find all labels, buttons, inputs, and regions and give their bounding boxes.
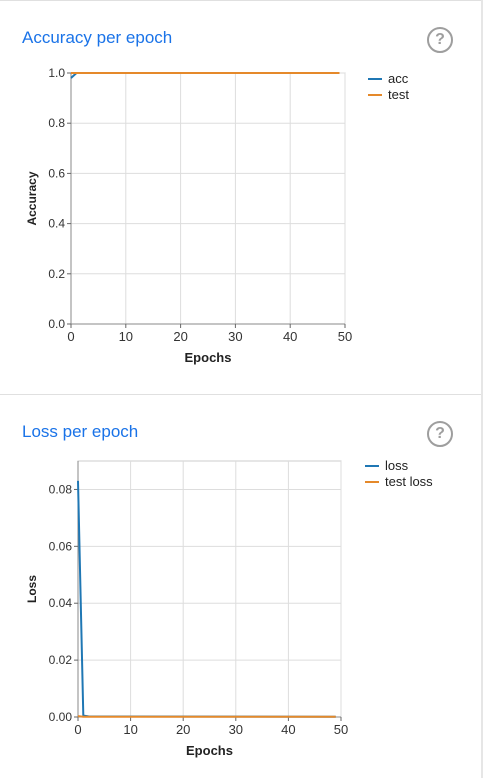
x-tick-label: 40 [281,722,295,737]
question-circle-icon[interactable]: ? [427,421,453,447]
x-tick-label: 20 [176,722,190,737]
legend-label: test [388,87,409,102]
loss-chart: 0 10 20 30 40 50 0.00 0.02 0.04 0.06 0.08 Epochs Los… [25,458,433,758]
plot-area [77,460,342,718]
y-tick-label: 1.0 [48,66,65,80]
y-axis-label: Accuracy [25,171,39,225]
x-tick-label: 10 [119,329,133,344]
x-tick-label: 20 [173,329,187,344]
legend-label: loss [385,458,409,473]
accuracy-chart: 0 10 20 30 40 50 0.0 0.2 0.4 0.6 0.8 1.0 Epochs Accur… [25,66,409,365]
x-tick-label: 50 [334,722,348,737]
y-axis-label: Loss [25,575,39,603]
legend-label: test loss [385,474,433,489]
accuracy-panel: Accuracy per epoch ? 0 10 20 30 40 50 0.0 0.2 0.… [0,0,481,365]
loss-panel-title: Loss per epoch [22,422,139,441]
plot-area [70,72,346,325]
loss-panel: Loss per epoch ? 0 10 20 30 40 50 0.00 0.02 0.04… [0,394,481,779]
y-tick-label: 0.00 [49,710,73,724]
y-tick-label: 0.0 [48,317,65,331]
x-tick-label: 30 [229,722,243,737]
x-tick-label: 40 [283,329,297,344]
y-tick-label: 0.4 [48,217,65,231]
question-circle-icon[interactable]: ? [427,27,453,53]
help-glyph: ? [435,425,445,442]
accuracy-panel-title: Accuracy per epoch [22,28,173,47]
series-line-test-loss [77,715,336,718]
x-axis-label: Epochs [185,350,232,365]
y-tick-label: 0.8 [48,116,65,130]
x-axis-label: Epochs [186,743,233,758]
y-tick-label: 0.02 [49,653,73,667]
x-tick-label: 0 [74,722,81,737]
x-tick-label: 30 [228,329,242,344]
y-tick-label: 0.06 [49,539,73,553]
y-tick-label: 0.2 [48,267,65,281]
x-tick-label: 50 [338,329,352,344]
y-tick-label: 0.6 [48,166,65,180]
panel-frame-edge [481,0,483,778]
y-tick-label: 0.08 [49,482,73,496]
y-tick-label: 0.04 [49,596,73,610]
help-glyph: ? [435,31,445,48]
x-tick-label: 0 [67,329,74,344]
x-tick-label: 10 [123,722,137,737]
series-line-loss [77,480,336,718]
legend-label: acc [388,71,409,86]
